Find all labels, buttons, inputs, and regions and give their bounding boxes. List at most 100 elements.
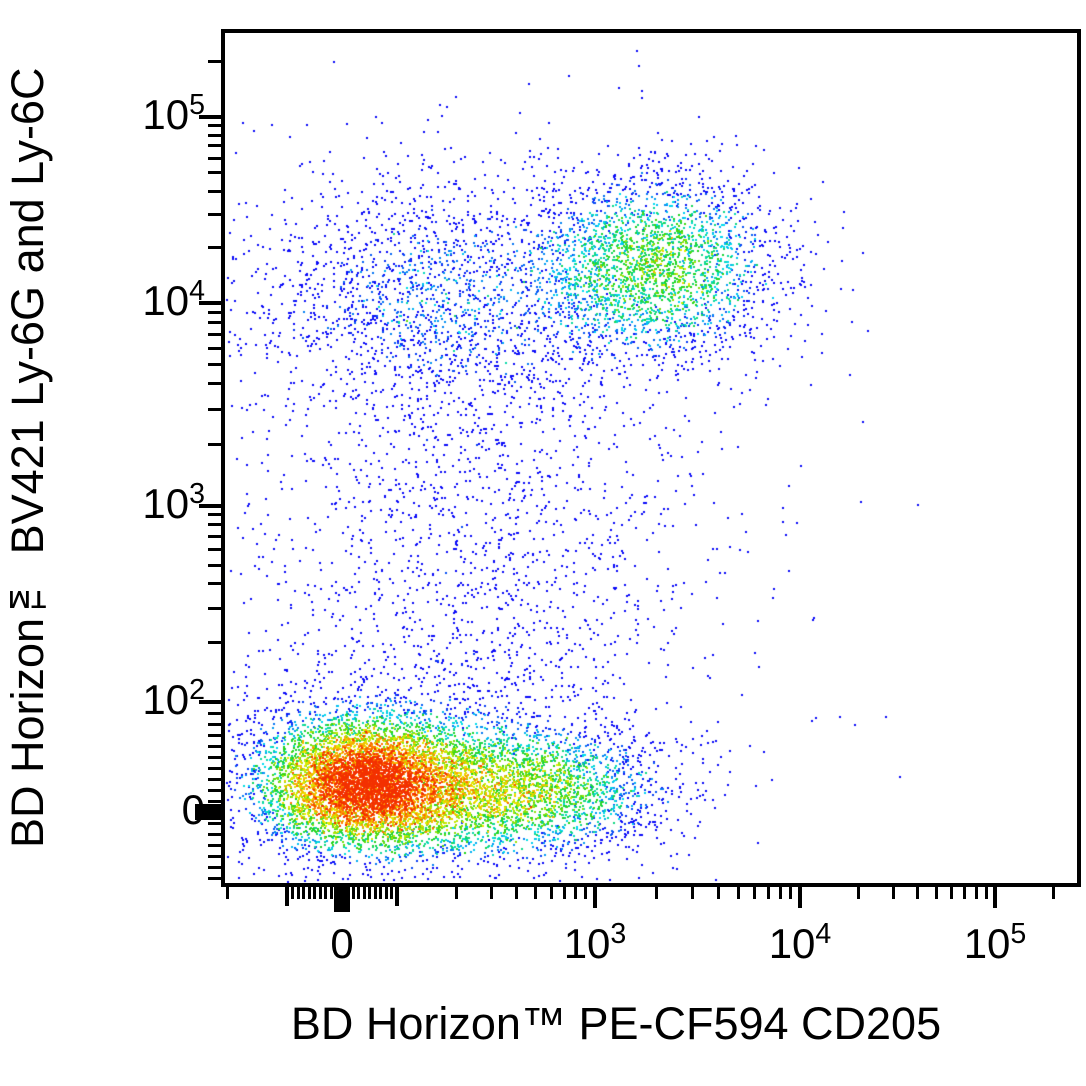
x-minor-tick [915,886,919,899]
x-minor-tick [390,886,393,899]
y-minor-tick [208,821,221,825]
y-tick-label: 0 [181,786,205,834]
x-minor-tick [514,886,518,899]
y-minor-tick [208,744,221,748]
y-minor-tick [208,766,221,770]
y-axis-title: BD Horizon™ BV421 Ly-6G and Ly-6C [2,0,56,915]
y-tick-label: 102 [142,674,205,724]
y-minor-tick [208,346,221,350]
x-minor-tick [373,886,377,899]
x-tick-label: 105 [963,918,1027,967]
x-axis-title-text: BD Horizon™ PE-CF594 CD205 [290,998,942,1049]
y-major-tick [199,115,221,119]
y-major-tick [199,700,221,704]
x-major-tick [993,886,997,908]
y-axis-title-text: BD Horizon™ BV421 Ly-6G and Ly-6C [2,67,53,848]
x-minor-tick [455,886,459,899]
x-minor-tick [789,886,793,899]
x-minor-tick [329,886,333,899]
y-minor-tick [208,513,221,517]
y-minor-tick [208,711,221,715]
x-minor-tick [891,886,895,899]
y-minor-tick [208,641,221,645]
y-tick-label: 104 [142,275,205,325]
x-minor-tick [974,886,978,899]
x-major-tick [593,886,597,908]
y-minor-tick [208,722,221,726]
y-minor-tick [208,171,221,175]
x-minor-tick [296,886,300,899]
x-major-tick [798,886,802,908]
x-minor-tick [984,886,988,899]
y-minor-tick [208,523,221,527]
x-minor-tick [562,886,566,899]
x-minor-tick [533,886,537,899]
x-minor-tick [934,886,938,899]
y-tick-label: 105 [142,89,205,139]
x-minor-tick [655,886,659,899]
x-minor-tick [291,886,294,899]
y-minor-tick [208,832,221,836]
x-minor-tick [857,886,861,899]
y-minor-tick [208,362,221,366]
x-minor-tick [950,886,954,899]
x-axis-title: BD Horizon™ PE-CF594 CD205 [190,998,1042,1050]
y-minor-tick [208,407,221,411]
y-major-tick [199,301,221,305]
y-minor-tick [208,382,221,386]
y-minor-tick [208,843,221,847]
y-minor-tick [208,876,221,880]
x-minor-tick [307,886,311,899]
x-tick-label: 103 [563,918,627,967]
y-minor-tick [208,59,221,63]
y-major-tick [199,504,221,508]
x-minor-tick [574,886,578,899]
x-minor-tick [766,886,770,899]
x-minor-tick [584,886,588,899]
x-minor-tick [302,886,305,899]
y-minor-tick [208,547,221,551]
x-tick-label: 104 [768,918,832,967]
y-minor-tick [208,245,221,249]
y-minor-tick [208,310,221,314]
x-minor-tick [736,886,740,899]
y-minor-tick [208,563,221,567]
x-minor-tick [225,886,229,899]
x-minor-tick [351,886,355,899]
y-minor-tick [208,124,221,127]
y-minor-tick [208,606,221,610]
y-minor-tick [208,534,221,538]
x-minor-tick [691,886,695,899]
y-minor-tick [208,777,221,781]
x-minor-tick [549,886,553,899]
x-minor-tick [379,886,382,899]
y-minor-tick [208,865,221,869]
x-minor-tick [716,886,720,899]
y-minor-tick [208,321,221,325]
y-minor-tick [208,733,221,737]
y-minor-tick [208,799,221,803]
x-minor-tick [368,886,371,899]
y-minor-tick [208,854,221,858]
x-minor-tick [318,886,322,899]
y-minor-tick [208,755,221,759]
x-minor-tick [753,886,757,899]
x-minor-tick [1052,886,1056,899]
x-minor-tick [357,886,360,899]
x-major-tick-unlabeled [285,886,289,906]
x-minor-tick [489,886,493,899]
y-zero-tick [195,804,221,820]
x-minor-tick [362,886,366,899]
x-major-tick-unlabeled [395,886,399,906]
y-minor-tick [208,582,221,586]
y-minor-tick [208,156,221,160]
x-minor-tick [313,886,316,899]
x-minor-tick [963,886,967,899]
y-tick-label: 103 [142,478,205,528]
y-minor-tick [208,332,221,336]
x-minor-tick [778,886,782,899]
y-minor-tick [208,189,221,193]
y-minor-tick [208,144,221,148]
x-minor-tick [335,886,338,899]
